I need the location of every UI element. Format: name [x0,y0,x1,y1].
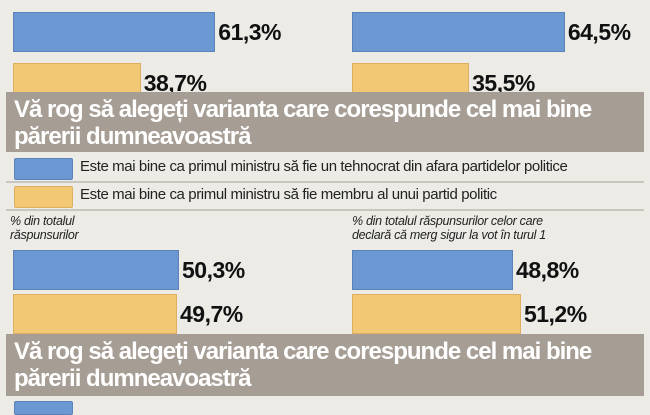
legend-label: Este mai bine ca primul ministru să fie … [80,186,497,203]
bar-value-label: 48,8% [516,257,579,283]
bar-yellow [352,294,521,334]
bar-blue [352,12,565,52]
question-heading-1: Vă rog să alegeți varianta care corespun… [6,92,644,152]
caption-line: declară că merg sigur la vot în turul 1 [352,228,546,242]
bar-value-label: 61,3% [218,19,281,45]
bar-blue [352,250,514,290]
panel-caption-right: % din totalul răspunsurilor celor care d… [352,214,546,242]
caption-line: % din totalul [10,214,75,228]
bar-value-label: 64,5% [567,19,631,45]
bar-value-label: 51,2% [523,301,587,327]
bar-value-label: 50,3% [181,257,245,283]
bar-value-label: 49,7% [180,301,243,327]
legend-item-party-member: Este mai bine ca primul ministru să fie … [6,183,644,211]
caption-line: răspunsurilor [10,228,79,242]
legend-swatch-yellow [14,186,73,208]
bar-blue [13,250,179,290]
bar-yellow [13,294,177,334]
legend-swatch-blue [14,158,73,180]
caption-line: % din totalul răspunsurilor celor care [352,214,543,228]
bar-blue [13,12,216,52]
bar-value-label: 35,5% [472,70,535,96]
question-heading-2: Vă rog să alegeți varianta care corespun… [6,334,644,396]
panel-caption-left: % din totalul răspunsurilor [10,214,79,242]
legend-label: Este mai bine ca primul ministru să fie … [80,158,568,175]
bar-value-label: 38,7% [143,70,207,96]
legend-swatch-blue-partial [14,401,73,415]
legend-item-technocrat: Este mai bine ca primul ministru să fie … [6,155,644,183]
